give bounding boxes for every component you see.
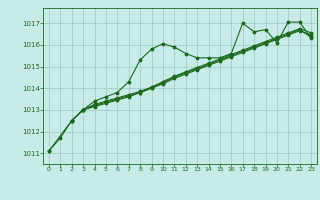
Text: Graphe pression niveau de la mer (hPa): Graphe pression niveau de la mer (hPa) — [74, 186, 246, 196]
